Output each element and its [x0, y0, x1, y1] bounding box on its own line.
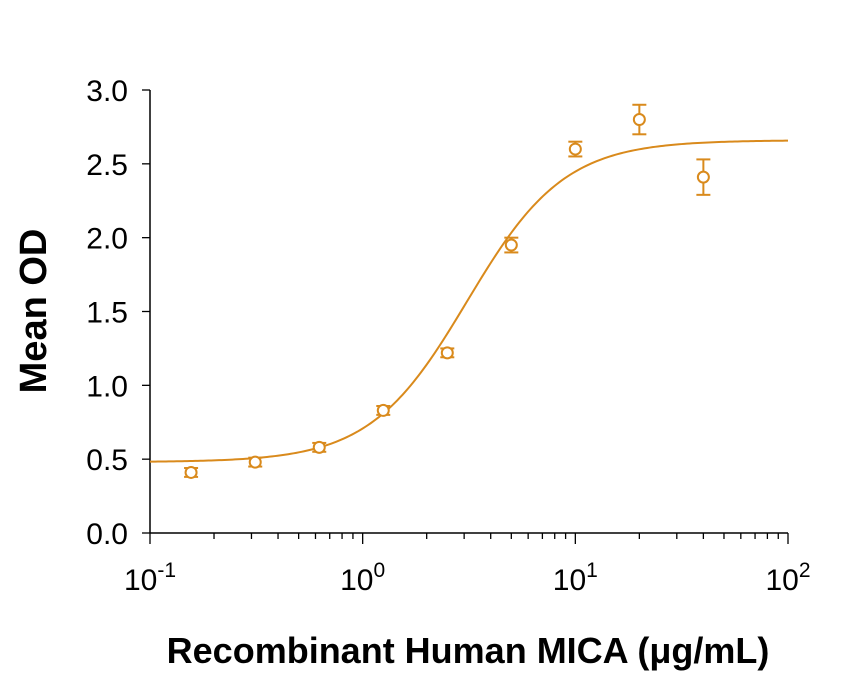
y-axis-title: Mean OD — [13, 229, 55, 394]
y-tick-label: 2.0 — [86, 223, 128, 256]
data-point — [376, 403, 391, 417]
x-tick-label: 10-1 — [124, 559, 176, 597]
data-marker — [632, 113, 646, 127]
data-point — [184, 465, 199, 479]
x-tick-label: 101 — [553, 559, 598, 597]
data-marker — [440, 346, 454, 360]
data-marker — [312, 440, 326, 454]
data-marker — [248, 455, 262, 469]
y-tick-label: 1.5 — [86, 297, 128, 330]
data-marker — [568, 142, 582, 156]
x-tick-label: 100 — [340, 559, 385, 597]
y-tick-label: 3.0 — [86, 75, 128, 108]
x-tick-label: 102 — [765, 559, 810, 597]
data-point — [632, 103, 647, 136]
data-point — [504, 236, 519, 254]
data-marker — [696, 170, 710, 184]
data-point — [440, 346, 455, 360]
y-tick-label: 1.0 — [86, 370, 128, 403]
y-axis: 0.0 0.5 1.0 1.5 2.0 2.5 3.0 — [86, 75, 151, 551]
fit-curve — [149, 139, 789, 463]
y-tick-label: 2.5 — [86, 149, 128, 182]
data-point — [696, 158, 711, 196]
x-axis: 10-1 100 101 102 — [124, 532, 811, 597]
y-tick-label: 0.0 — [86, 518, 128, 551]
data-points-layer — [184, 103, 711, 479]
data-marker — [376, 403, 390, 417]
data-point — [312, 440, 327, 454]
x-axis-title: Recombinant Human MICA (μg/mL) — [167, 630, 770, 671]
fit-curve-layer — [149, 139, 789, 463]
y-tick-label: 0.5 — [86, 444, 128, 477]
data-marker — [504, 238, 518, 252]
data-marker — [184, 465, 198, 479]
data-point — [568, 140, 583, 158]
data-point — [248, 455, 263, 469]
